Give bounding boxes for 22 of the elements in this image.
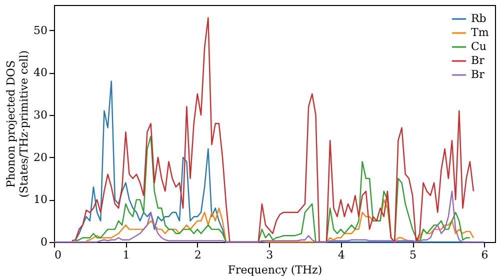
x-tick-label: 5 — [410, 248, 417, 262]
legend-label: Cu — [471, 40, 487, 53]
x-tick-label: 0 — [54, 248, 62, 262]
x-axis-title: Frequency (THz) — [228, 264, 322, 276]
x-tick-label: 2 — [194, 248, 202, 262]
legend-label: Br — [471, 54, 486, 67]
line-series — [74, 136, 470, 243]
x-tick-label: 6 — [481, 248, 488, 262]
x-tick-label: 1 — [122, 248, 130, 262]
y-tick-label: 0 — [40, 236, 48, 248]
y-tick-label: 50 — [34, 24, 48, 37]
y-tick-label: 20 — [34, 150, 48, 164]
y-tick-label: 10 — [34, 193, 48, 206]
line-series — [53, 190, 485, 243]
y-tick-label: 30 — [34, 108, 48, 122]
x-tick-label: 3 — [266, 248, 274, 262]
legend-label: Br — [471, 68, 486, 81]
legend-label: Tm — [471, 26, 490, 39]
y-tick-label: 40 — [34, 66, 48, 80]
legend-label: Rb — [471, 12, 486, 25]
x-tick-label: 4 — [338, 248, 345, 262]
y-axis-title: Phonon projected DOS (States/THz·primitive cell) — [4, 50, 31, 198]
